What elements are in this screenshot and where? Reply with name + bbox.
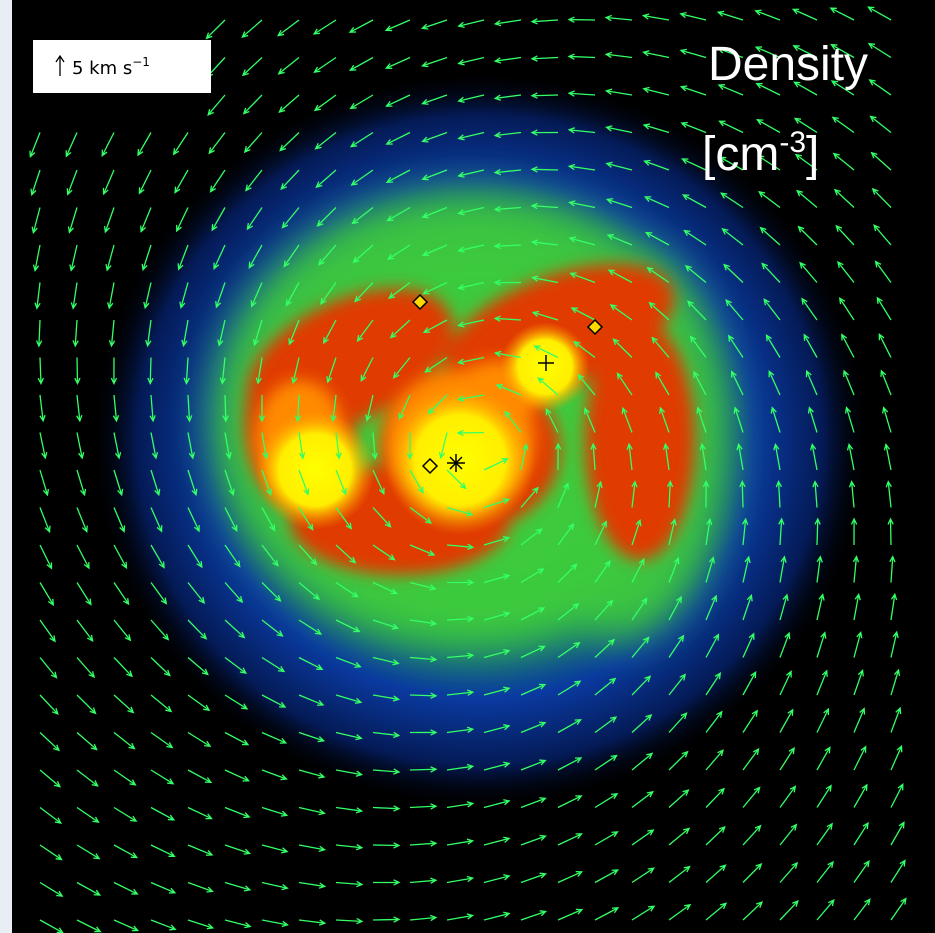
unit-text: [cm <box>702 128 779 181</box>
scale-bar: 5 km s−1 <box>33 40 211 93</box>
unit-text: ] <box>806 128 819 181</box>
unit-exponent: -3 <box>779 126 806 159</box>
figure: 5 km s−1 Density [cm-3] <box>0 0 935 933</box>
title-line: Density <box>708 38 868 91</box>
scale-exponent: −1 <box>132 55 150 69</box>
scale-text: 5 km s <box>72 58 132 79</box>
density-map <box>90 70 870 810</box>
